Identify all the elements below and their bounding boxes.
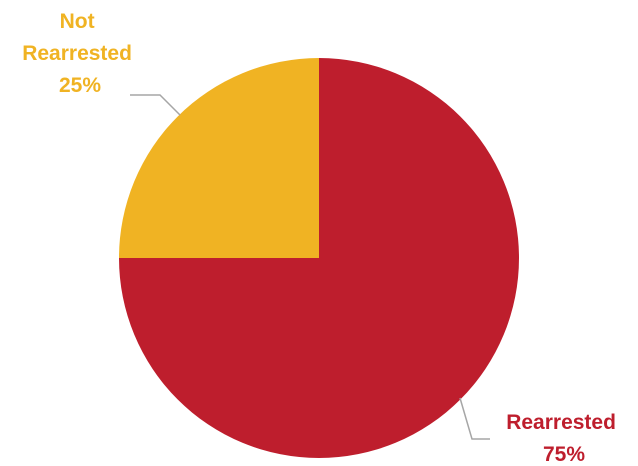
label-not-rearrested-pct: 25% bbox=[59, 74, 101, 97]
label-rearrested-pct: 75% bbox=[543, 443, 585, 466]
label-rearrested: Rearrested 75% bbox=[506, 411, 622, 466]
label-not-rearrested: Not Rearrested 25% bbox=[22, 10, 138, 97]
label-rearrested-name: Rearrested bbox=[506, 411, 616, 434]
label-not-rearrested-name-line1: Not bbox=[60, 10, 95, 33]
label-not-rearrested-name-line2: Rearrested bbox=[22, 42, 132, 65]
pie-slice-not-rearrested bbox=[119, 58, 319, 258]
leader-line-rearrested bbox=[459, 397, 490, 440]
leader-line-not-rearrested bbox=[130, 94, 181, 116]
leader-lines bbox=[130, 94, 490, 440]
pie-slices bbox=[119, 58, 519, 458]
